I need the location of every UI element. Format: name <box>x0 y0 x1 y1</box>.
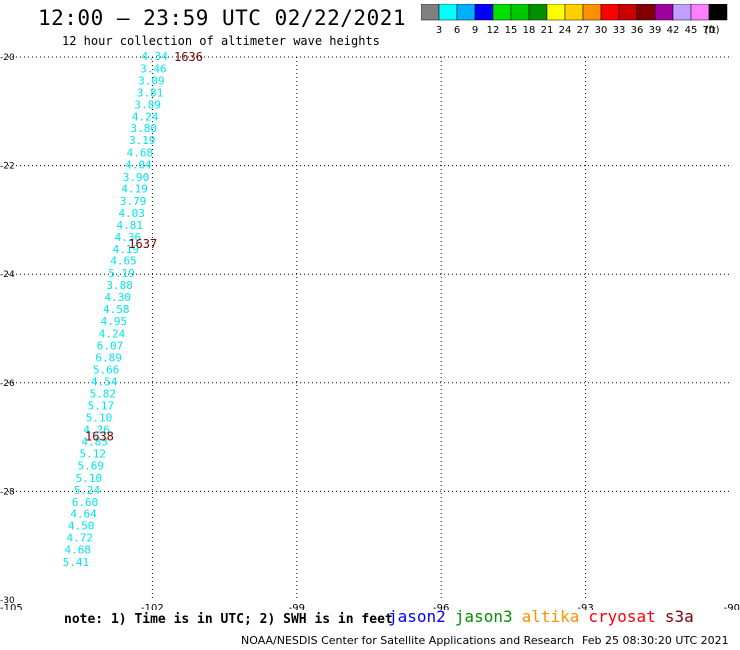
wave-height-point: 4.58 <box>103 303 130 316</box>
wave-height-point: 4.81 <box>117 219 144 232</box>
y-tick-label: -26 <box>0 379 15 389</box>
wave-height-plot: -105 -102 -99 -96 -93 -90 -20 -22 -24 -26 -28 -30 4.… <box>0 50 740 610</box>
credit-text: NOAA/NESDIS Center for Satellite Applica… <box>241 634 575 647</box>
note-text: note: 1) Time is in UTC; 2) SWH is in fe… <box>64 612 393 627</box>
wave-height-point: 4.83 <box>81 436 108 449</box>
y-tick-label: -24 <box>0 270 15 280</box>
satellite-altika: altika <box>521 607 580 626</box>
wave-height-point: 5.82 <box>90 388 117 401</box>
legend-label: 9 <box>472 25 478 36</box>
legend-label: 6 <box>454 25 460 36</box>
legend-label: 27 <box>577 25 590 36</box>
x-tick-label: -96 <box>433 603 449 610</box>
wave-height-point: 5.17 <box>88 400 115 413</box>
legend-label: 70 <box>703 25 716 36</box>
wave-height-point: 3.81 <box>137 86 164 99</box>
legend-label: 33 <box>613 25 626 36</box>
satellite-s3a: s3a <box>664 607 694 626</box>
wave-height-point: 4.24 <box>99 327 126 340</box>
wave-height-point: 6.60 <box>72 496 99 509</box>
time-label: 1637 <box>128 237 157 251</box>
wave-height-point: 4.26 <box>83 424 110 437</box>
wave-height-point: 3.46 <box>140 62 167 75</box>
x-tick-label: -90 <box>724 603 740 610</box>
x-tick-label: -102 <box>141 603 164 610</box>
wave-height-point: 4.36 <box>115 231 142 244</box>
legend-label: 3 <box>436 25 442 36</box>
x-tick-label: -99 <box>289 603 305 610</box>
wave-height-point: 3.89 <box>134 98 161 111</box>
legend-label: 18 <box>523 25 536 36</box>
legend-label: 36 <box>631 25 644 36</box>
wave-height-point: 4.68 <box>127 147 154 160</box>
wave-height-point: 5.24 <box>74 484 101 497</box>
wave-height-point: 5.12 <box>79 447 106 460</box>
wave-height-point: 5.10 <box>86 412 113 425</box>
legend-label: 21 <box>541 25 554 36</box>
y-tick-label: -28 <box>0 487 15 497</box>
wave-height-point: 3.80 <box>130 122 157 135</box>
chart-title: 12:00 — 23:59 UTC 02/22/2021 <box>38 6 407 30</box>
wave-height-point: 4.24 <box>132 110 159 123</box>
wave-height-point: 5.41 <box>63 556 90 569</box>
wave-height-point: 5.66 <box>93 363 120 376</box>
legend-swatch <box>708 4 728 21</box>
wave-height-point: 3.19 <box>129 134 156 147</box>
wave-height-point: 5.69 <box>78 459 105 472</box>
wave-height-point: 4.54 <box>91 375 118 388</box>
satellite-jason2: jason2 <box>388 607 446 626</box>
legend-label: 30 <box>595 25 608 36</box>
wave-height-point: 6.89 <box>95 351 122 364</box>
satellite-legend: jason2 jason3 altika cryosat s3a <box>388 607 703 626</box>
y-tick-label: -20 <box>0 53 15 63</box>
legend-label: 12 <box>487 25 500 36</box>
time-label: 1636 <box>174 50 203 64</box>
legend-label: (ft) <box>704 25 719 36</box>
wave-height-point: 3.79 <box>120 195 147 208</box>
y-tick-label: -22 <box>0 162 15 172</box>
wave-height-point: 4.34 <box>142 50 169 63</box>
wave-height-point: 4.03 <box>118 207 145 220</box>
wave-height-point: 4.50 <box>68 520 95 533</box>
color-scale-legend: 3 6 9 12 15 18 21 24 27 30 33 36 39 42 45 70(ft) <box>421 4 728 36</box>
wave-height-point: 4.19 <box>113 243 140 256</box>
legend-label: 39 <box>649 25 662 36</box>
legend-label: 45 <box>685 25 698 36</box>
wave-height-point: 4.04 <box>125 159 152 172</box>
wave-height-point: 4.95 <box>101 315 128 328</box>
wave-height-point: 5.10 <box>76 472 103 485</box>
wave-height-point: 4.72 <box>66 532 93 545</box>
wave-height-point: 3.90 <box>123 171 150 184</box>
wave-height-point: 6.07 <box>97 339 124 352</box>
wave-height-point: 4.68 <box>65 544 92 557</box>
wave-height-point: 4.30 <box>104 291 131 304</box>
credit-timestamp: Feb 25 08:30:20 UTC 2021 <box>582 634 729 647</box>
legend-label: 15 <box>505 25 518 36</box>
satellite-jason3: jason3 <box>454 607 513 626</box>
wave-height-point: 3.88 <box>106 279 133 292</box>
wave-height-point: 3.09 <box>138 74 165 87</box>
x-tick-label: -105 <box>0 603 23 610</box>
time-label: 1638 <box>85 430 114 444</box>
legend-label: 24 <box>559 25 572 36</box>
wave-height-point: 4.19 <box>121 182 148 195</box>
chart-subtitle: 12 hour collection of altimeter wave hei… <box>62 34 380 48</box>
y-tick-label: -30 <box>0 596 15 606</box>
wave-height-point: 4.65 <box>110 255 137 268</box>
x-tick-label: -93 <box>577 603 593 610</box>
wave-height-point: 4.64 <box>70 508 97 521</box>
wave-height-point: 5.19 <box>108 267 135 280</box>
legend-label: 42 <box>667 25 680 36</box>
satellite-cryosat: cryosat <box>588 607 656 626</box>
